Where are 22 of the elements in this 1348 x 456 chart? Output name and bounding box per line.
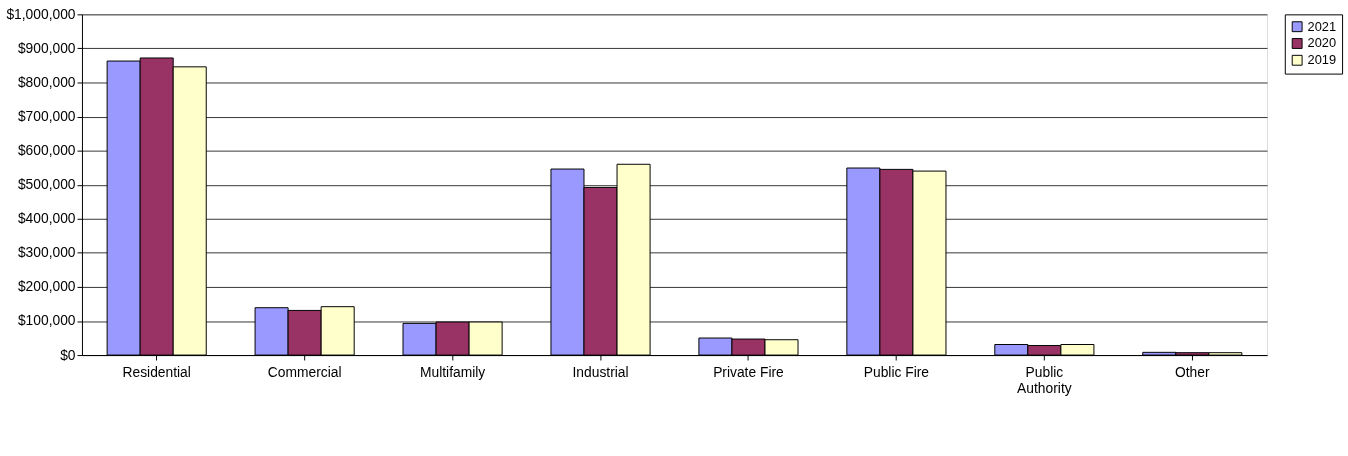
y-tick-label: $700,000 xyxy=(17,108,76,125)
x-tick-label: Public Fire xyxy=(863,364,930,381)
y-tick-label: $300,000 xyxy=(17,244,76,261)
y-tick-label: $1,000,000 xyxy=(6,5,76,22)
y-tick-label: $0 xyxy=(60,346,76,363)
x-tick-label: Other xyxy=(1175,364,1210,381)
y-tick-label: $900,000 xyxy=(17,39,76,56)
y-tick-label: $100,000 xyxy=(17,312,76,329)
x-tick-label: Private Fire xyxy=(713,364,785,381)
y-tick-label: $600,000 xyxy=(17,142,76,159)
legend-label: 2021 xyxy=(1307,18,1337,34)
y-tick-label: $200,000 xyxy=(17,278,76,295)
x-tick-label: Commercial xyxy=(267,364,342,381)
legend-label: 2020 xyxy=(1307,35,1337,51)
x-tick-label: Residential xyxy=(122,364,191,381)
y-tick-label: $800,000 xyxy=(17,73,76,90)
y-tick-label: $500,000 xyxy=(17,176,76,193)
x-tick-label: Industrial xyxy=(572,364,629,381)
y-tick-label: $400,000 xyxy=(17,210,76,227)
x-tick-label: Multifamily xyxy=(419,364,486,381)
x-tick-label: Public Authority xyxy=(1017,364,1072,397)
legend-label: 2019 xyxy=(1307,52,1337,68)
